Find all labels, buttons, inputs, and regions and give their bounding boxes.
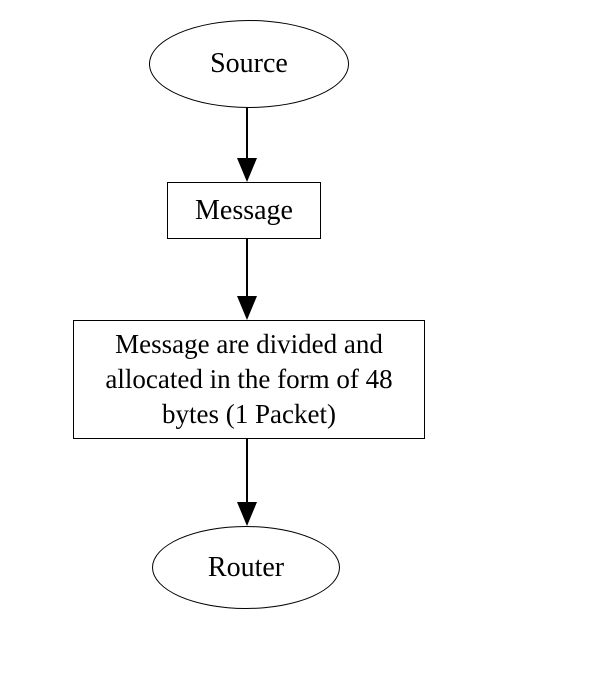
node-message-label: Message [195,195,293,227]
flowchart-diagram: Source Message Message are divided and a… [0,0,599,696]
node-source-label: Source [210,48,288,80]
node-source: Source [149,20,349,108]
node-packet-label: Message are divided and allocated in the… [84,327,414,432]
node-packet: Message are divided and allocated in the… [73,320,425,439]
node-router: Router [152,526,340,609]
node-router-label: Router [208,552,284,584]
node-message: Message [167,182,321,239]
